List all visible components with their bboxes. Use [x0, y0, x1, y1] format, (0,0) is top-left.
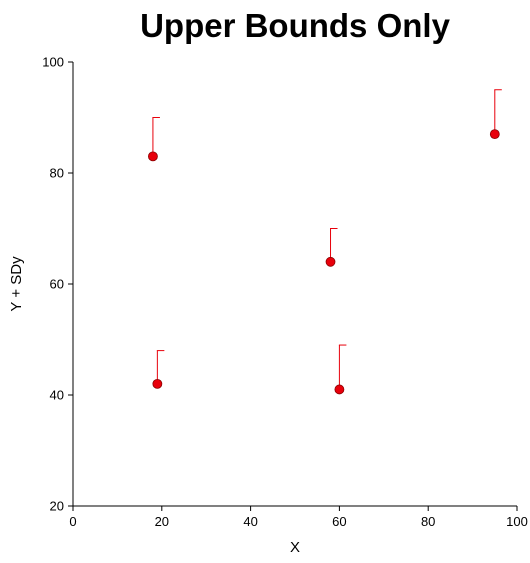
data-point: [152, 378, 163, 389]
y-tick-label: 20: [50, 499, 64, 514]
axes: [72, 62, 517, 507]
error-bars: [152, 89, 502, 390]
x-tick-label: 20: [155, 514, 169, 529]
y-axis-label: Y + SDy: [8, 256, 25, 312]
data-point: [489, 129, 500, 140]
x-tick-label: 40: [243, 514, 257, 529]
chart-title: Upper Bounds Only: [140, 7, 450, 44]
x-tick-label: 100: [506, 514, 528, 529]
y-tick-label: 60: [50, 277, 64, 292]
x-tick-label: 60: [332, 514, 346, 529]
y-ticks: 20 40 60 80 100: [42, 55, 73, 514]
data-points: [148, 129, 500, 395]
x-ticks: 0 20 40 60 80 100: [69, 506, 528, 529]
y-tick-label: 80: [50, 166, 64, 181]
data-point: [325, 256, 336, 267]
data-point: [148, 151, 158, 162]
x-tick-label: 0: [69, 514, 76, 529]
x-tick-label: 80: [421, 514, 435, 529]
x-axis-label: X: [290, 539, 300, 556]
y-tick-label: 100: [42, 55, 64, 70]
data-point: [334, 384, 345, 395]
y-tick-label: 40: [50, 388, 64, 403]
